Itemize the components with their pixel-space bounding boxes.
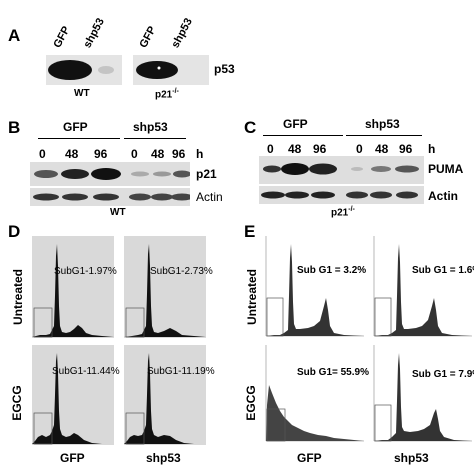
group-underline <box>346 135 422 136</box>
row-label-egcg: EGCG <box>244 385 258 421</box>
col-label-shp53: shp53 <box>146 451 181 465</box>
protein-label-p53: p53 <box>214 62 235 76</box>
group-underline <box>263 135 343 136</box>
timepoint: 0 <box>267 142 274 156</box>
cell-line-wt: WT <box>74 88 90 99</box>
timepoint: 48 <box>288 142 302 156</box>
subg1-value: SubG1-11.44% <box>52 366 120 377</box>
timepoint: 0 <box>356 142 363 156</box>
histogram-d-4 <box>124 345 206 445</box>
timepoint: 48 <box>375 142 389 156</box>
timepoint: 96 <box>313 142 327 156</box>
lane-label: shp53 <box>169 16 195 50</box>
lane-label: GFP <box>137 24 159 50</box>
row-label-untreated: Untreated <box>11 269 25 326</box>
group-label-gfp: GFP <box>283 117 308 131</box>
blot-c-puma <box>259 156 424 184</box>
histogram-e-4 <box>372 345 472 445</box>
subg1-value: SubG1-2.73% <box>150 266 213 277</box>
band-image <box>34 168 190 180</box>
timepoint: 0 <box>131 147 138 161</box>
unit-label: h <box>196 147 204 161</box>
band-image <box>33 193 190 201</box>
group-label-gfp: GFP <box>63 120 88 134</box>
lane-label: shp53 <box>81 16 107 50</box>
blot-a-wt <box>46 55 122 85</box>
band-image <box>48 60 114 80</box>
timepoint: 96 <box>172 147 186 161</box>
row-label-untreated: Untreated <box>245 269 259 326</box>
subg1-value: SubG1-11.19% <box>147 366 215 377</box>
histogram-d-3 <box>32 345 114 445</box>
cell-line-wt: WT <box>110 207 126 218</box>
timepoint: 96 <box>399 142 413 156</box>
group-underline <box>38 138 120 139</box>
row-label-egcg: EGCG <box>10 385 24 421</box>
subg1-value: Sub G1 = 1.6% <box>412 265 474 276</box>
protein-label-actin: Actin <box>196 190 223 204</box>
subg1-value: Sub G1 = 7.9% <box>412 369 474 380</box>
col-label-gfp: GFP <box>60 451 85 465</box>
cell-line-p21: p21-/- <box>331 206 355 219</box>
blot-a-p21 <box>133 55 209 85</box>
panel-c-label: C <box>244 118 257 137</box>
protein-label-actin: Actin <box>428 189 458 203</box>
histogram-e-3 <box>264 345 364 445</box>
protein-label-puma: PUMA <box>428 162 464 176</box>
col-label-gfp: GFP <box>297 451 322 465</box>
lane-label: GFP <box>51 24 73 50</box>
cell-line-p21: p21-/- <box>155 88 179 101</box>
band-image <box>261 191 418 199</box>
blot-c-actin <box>259 186 424 204</box>
band-image <box>263 163 419 175</box>
subg1-value: Sub G1 = 3.2% <box>297 265 367 276</box>
group-label-shp53: shp53 <box>365 117 400 131</box>
histogram-e-2 <box>372 236 472 340</box>
band-image <box>136 61 178 79</box>
timepoint: 0 <box>39 147 46 161</box>
subg1-value: Sub G1= 55.9% <box>297 367 369 378</box>
blot-b-p21 <box>30 162 190 186</box>
timepoint: 48 <box>65 147 79 161</box>
group-underline <box>124 138 186 139</box>
panel-d-label: D <box>8 222 21 241</box>
histogram-e-1 <box>264 236 364 340</box>
blot-b-actin <box>30 188 190 206</box>
timepoint: 96 <box>94 147 108 161</box>
panel-b-label: B <box>8 118 21 137</box>
protein-label-p21: p21 <box>196 167 217 181</box>
panel-e-label: E <box>244 222 256 241</box>
unit-label: h <box>428 142 436 156</box>
timepoint: 48 <box>151 147 165 161</box>
group-label-shp53: shp53 <box>133 120 168 134</box>
subg1-value: SubG1-1.97% <box>54 266 117 277</box>
col-label-shp53: shp53 <box>394 451 429 465</box>
histogram-d-2 <box>124 236 206 338</box>
panel-a-label: A <box>8 26 21 45</box>
histogram-d-1 <box>32 236 114 338</box>
